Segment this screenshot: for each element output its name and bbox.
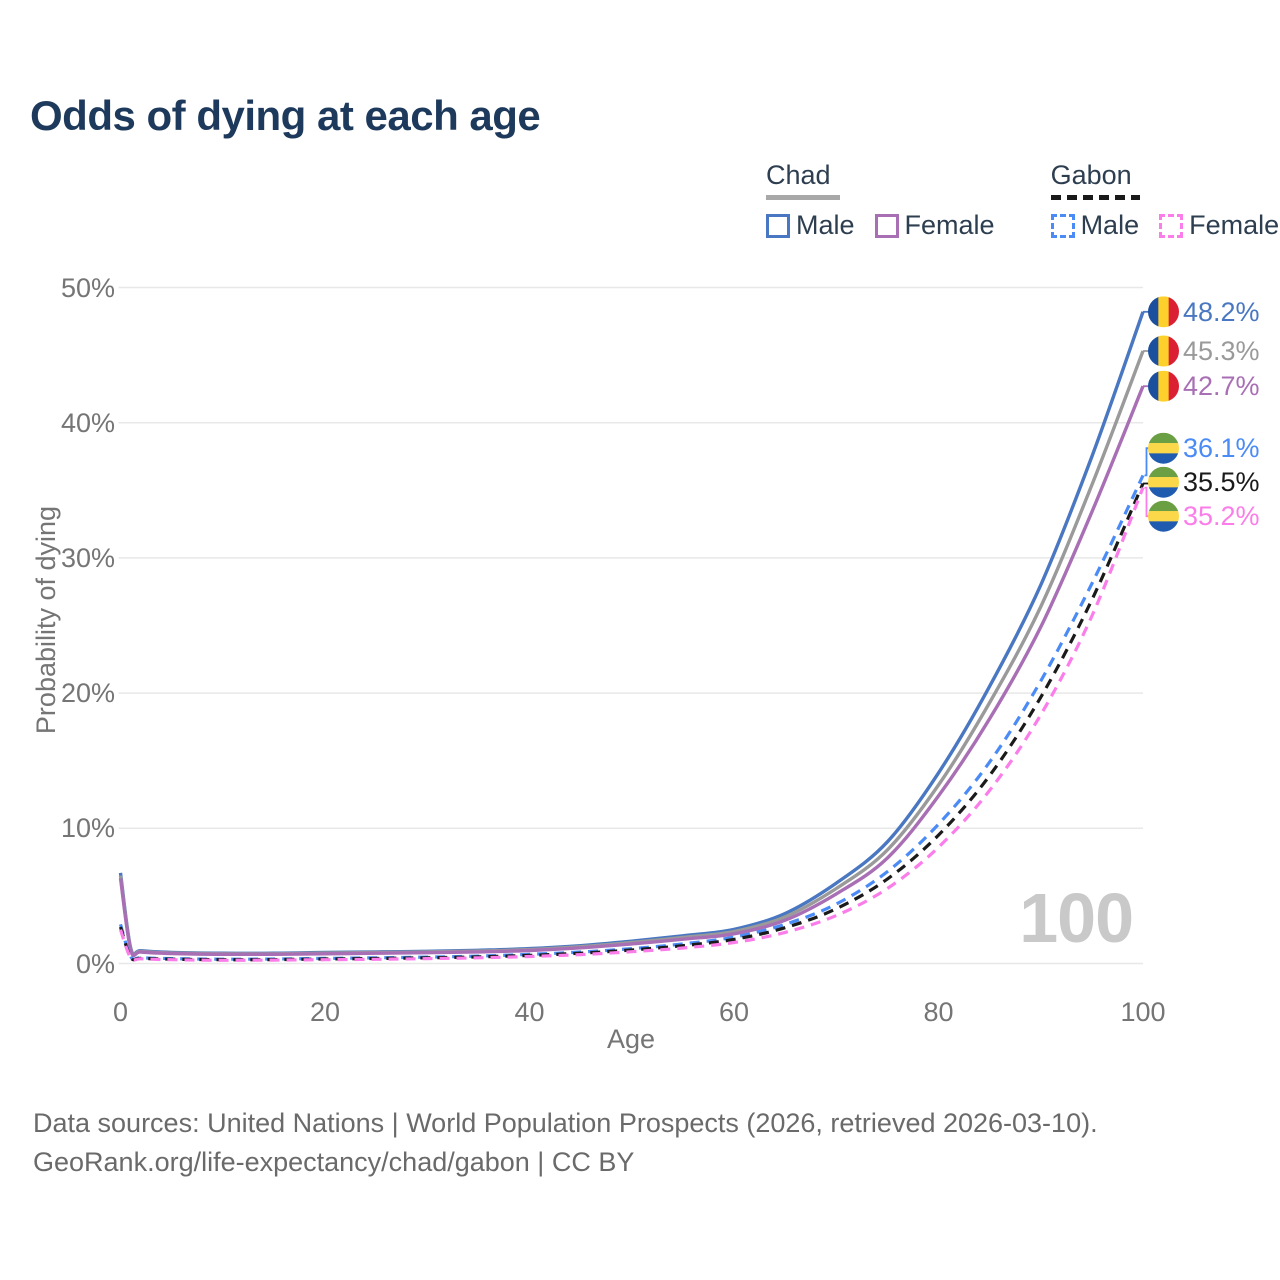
footer-license-line: GeoRank.org/life-expectancy/chad/gabon |… <box>33 1147 635 1177</box>
gabon-flag-icon <box>1148 466 1179 498</box>
legend-item-gabon-male[interactable]: Male <box>1050 210 1140 241</box>
legend-dashed-line-sample <box>1050 195 1140 200</box>
chad-flag-icon <box>1148 335 1179 367</box>
legend-solid-line-sample <box>766 195 840 200</box>
y-tick-label: 50% <box>60 272 115 303</box>
x-tick-label: 40 <box>514 997 545 1027</box>
legend-country-gabon[interactable]: Gabon <box>1050 160 1132 190</box>
curve-gabon-female[interactable] <box>118 487 1145 962</box>
legend-item-label: Male <box>1080 210 1140 240</box>
end-label-chad-male: 48.2% <box>1183 297 1260 327</box>
chad-flag-icon <box>1148 370 1179 402</box>
end-label-gabon-both-sexes: 35.5% <box>1183 467 1260 497</box>
x-tick-label: 60 <box>718 997 750 1027</box>
legend-item-label: Female <box>1189 210 1280 240</box>
end-label-chad-both-sexes: 45.3% <box>1183 336 1260 366</box>
end-label-gabon-male: 36.1% <box>1183 433 1260 463</box>
chart-legend: Chad Male Female Gabon Male Female <box>766 160 1279 241</box>
age-counter-watermark: 100 <box>1019 879 1134 957</box>
legend-item-chad-male[interactable]: Male <box>766 210 855 241</box>
chad-flag-icon <box>1148 296 1179 328</box>
gabon-flag-icon <box>1148 432 1179 464</box>
legend-group-chad: Chad Male Female <box>766 160 995 241</box>
curve-chad-female[interactable] <box>118 385 1145 958</box>
y-tick-label: 40% <box>60 407 115 438</box>
legend-item-label: Female <box>904 210 995 240</box>
legend-item-chad-female[interactable]: Female <box>874 210 995 241</box>
y-axis-title: Probability of dying <box>31 505 61 735</box>
x-tick-label: 0 <box>112 997 129 1027</box>
legend-swatch-icon <box>874 213 899 238</box>
legend-swatch-icon <box>766 213 790 238</box>
y-tick-label: 10% <box>60 813 115 844</box>
page-title: Odds of dying at each age <box>30 92 541 139</box>
y-tick-label: 20% <box>60 678 115 709</box>
x-tick-label: 100 <box>1120 997 1166 1027</box>
legend-item-gabon-female[interactable]: Female <box>1159 210 1279 241</box>
y-tick-label: 0% <box>75 948 115 979</box>
y-tick-label: 30% <box>60 542 115 573</box>
footer-source-line: Data sources: United Nations | World Pop… <box>33 1108 1098 1138</box>
legend-country-chad[interactable]: Chad <box>766 160 831 190</box>
end-label-chad-female: 42.7% <box>1183 371 1260 401</box>
curve-chad-male[interactable] <box>118 311 1145 957</box>
legend-swatch-icon <box>1050 213 1075 238</box>
legend-item-label: Male <box>796 210 855 240</box>
gabon-flag-icon <box>1148 500 1179 532</box>
x-tick-label: 80 <box>923 997 954 1027</box>
legend-group-gabon: Gabon Male Female <box>1050 160 1279 241</box>
curve-chad-both-sexes[interactable] <box>118 350 1145 957</box>
x-axis-title: Age <box>606 1024 656 1054</box>
legend-swatch-icon <box>1159 213 1184 238</box>
end-label-gabon-female: 35.2% <box>1183 501 1260 531</box>
x-tick-label: 20 <box>309 997 341 1027</box>
